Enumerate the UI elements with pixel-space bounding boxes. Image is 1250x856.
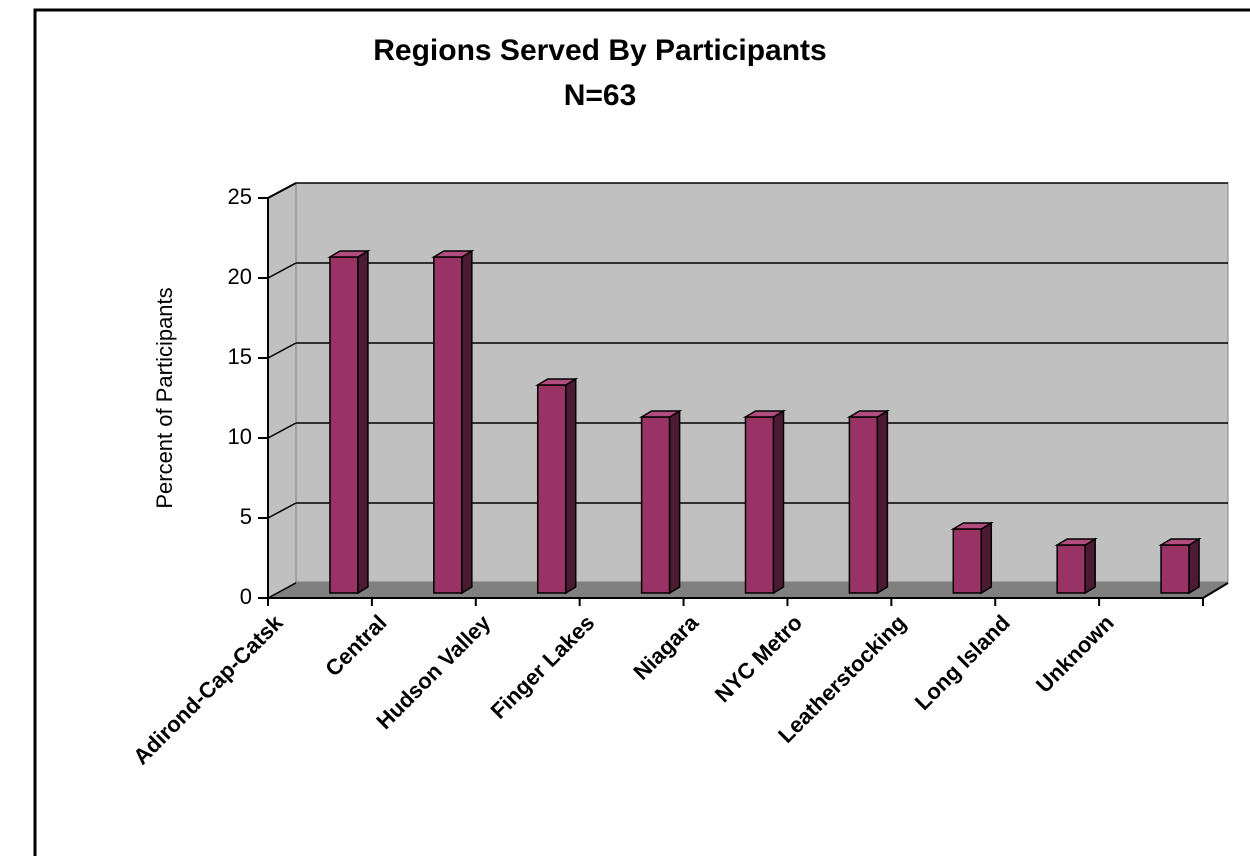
bar-face <box>1056 544 1086 594</box>
y-tick-label: 0 <box>240 584 252 609</box>
bar-face <box>431 250 475 258</box>
chart-border <box>33 8 1250 856</box>
bar-face <box>638 410 683 418</box>
bar-face <box>668 409 681 595</box>
y-tick-label: 20 <box>228 264 252 289</box>
bar-face <box>564 377 577 595</box>
bar-face <box>772 409 785 595</box>
y-tick-label: 5 <box>240 504 252 529</box>
bar <box>327 249 371 595</box>
bar <box>1054 537 1098 595</box>
bar-face <box>952 528 983 594</box>
bar-face <box>846 410 891 418</box>
bar <box>950 521 994 595</box>
bar <box>846 409 891 595</box>
bar-face <box>327 250 371 258</box>
y-tick-depth <box>267 582 297 599</box>
bar-face <box>744 416 775 594</box>
bar <box>638 409 683 595</box>
bar-face <box>536 384 567 594</box>
y-tick-label: 10 <box>228 424 252 449</box>
bar-face <box>461 249 473 595</box>
side-wall <box>267 182 297 599</box>
bar-face <box>742 410 787 418</box>
bar-face <box>640 416 671 594</box>
bar <box>535 377 579 595</box>
y-axis <box>267 182 297 598</box>
bar <box>1158 537 1202 595</box>
bar-face <box>1054 538 1098 546</box>
bar-face <box>1084 537 1096 595</box>
y-tick-label: 25 <box>228 184 252 209</box>
bar <box>742 409 787 595</box>
bar-face <box>1188 537 1200 595</box>
chart-title: Regions Served By Participants <box>373 34 827 67</box>
y-tick-depth <box>267 502 297 519</box>
bar-face <box>848 416 879 594</box>
bar-face <box>876 409 889 595</box>
y-tick-depth <box>267 342 297 359</box>
y-tick-depth <box>267 262 297 279</box>
y-axis-label: Percent of Participants <box>152 287 177 508</box>
chart-subtitle: N=63 <box>564 79 637 112</box>
bar-face <box>357 249 369 595</box>
y-tick-label: 15 <box>228 344 252 369</box>
bar-face <box>433 256 463 594</box>
y-tick-depth <box>267 422 297 439</box>
bar-face <box>950 522 994 530</box>
bar-face <box>1158 538 1202 546</box>
bar-face <box>980 521 993 595</box>
bar <box>431 249 475 595</box>
bar-face <box>535 378 579 386</box>
bar-face <box>329 256 359 594</box>
bar-face <box>1160 544 1190 594</box>
